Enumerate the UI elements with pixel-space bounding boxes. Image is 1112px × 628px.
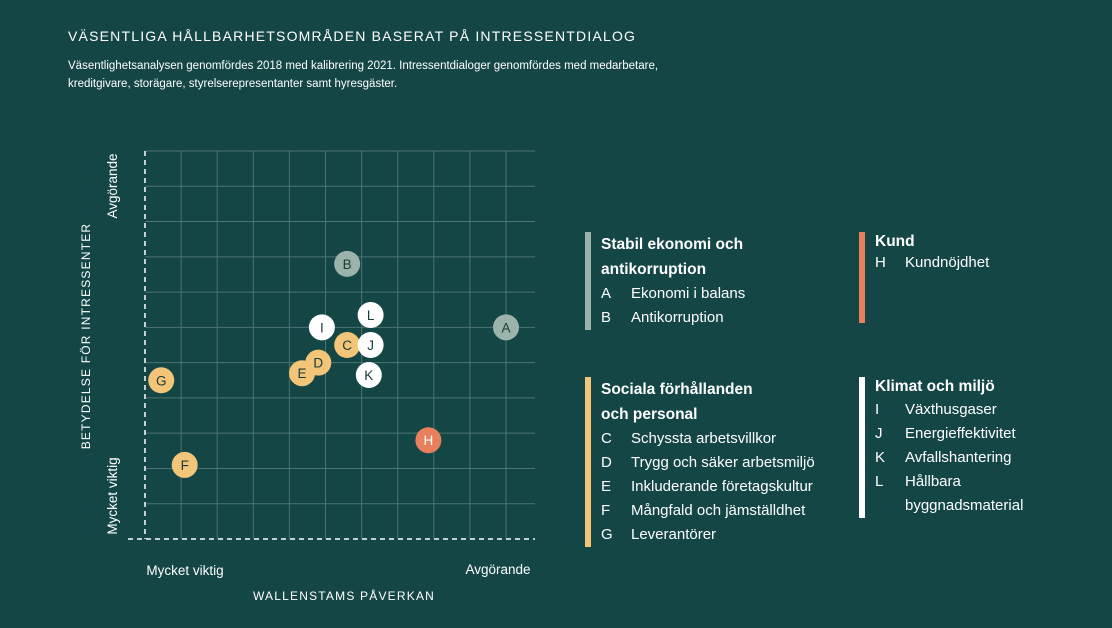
legend-stabil-heading: Stabil ekonomi och antikorruption <box>601 236 744 278</box>
data-point-g: G <box>148 367 175 394</box>
data-point-h: H <box>415 427 442 454</box>
data-point-label: H <box>424 433 434 448</box>
legend-item-letter: B <box>601 309 612 326</box>
legend-item-text: Mångfald och jämställdhet <box>631 502 806 519</box>
legend-item-letter: J <box>875 425 883 442</box>
legend-item-text: Växthusgaser <box>905 401 997 418</box>
legend-social: Sociala förhållanden och personal C Schy… <box>585 377 831 547</box>
data-point-label: K <box>364 368 373 383</box>
legend-item: B Antikorruption <box>601 306 831 330</box>
data-point-label: I <box>320 320 324 335</box>
data-point-k: K <box>355 361 382 388</box>
data-point-marker <box>357 332 384 358</box>
data-point-marker <box>415 427 442 454</box>
data-point-l: L <box>357 302 384 329</box>
legend-kund-heading: Kund <box>875 233 915 250</box>
data-point-label: E <box>298 366 307 381</box>
data-point-marker <box>148 367 175 394</box>
legend-kund: Kund H Kundnöjdhet <box>859 232 1105 323</box>
y-axis-low-label: Mycket viktig <box>105 457 120 534</box>
legend-item-text: Kundnöjdhet <box>905 254 990 271</box>
legend-klimat-heading: Klimat och miljö <box>875 378 995 395</box>
legend-klimat-bar <box>859 377 865 518</box>
legend-social-heading: Sociala förhållanden och personal <box>601 381 753 423</box>
legend-item-text: Avfallshantering <box>905 449 1012 466</box>
y-axis-high-label: Avgörande <box>105 153 120 218</box>
legend-item-text: Antikorruption <box>631 309 724 326</box>
legend-stabil: Stabil ekonomi och antikorruption A Ekon… <box>585 232 831 330</box>
data-point-f: F <box>171 451 198 478</box>
legend-item-text: Leverantörer <box>631 526 717 543</box>
legend-social-bar <box>585 377 591 547</box>
page-subtitle: Väsentlighetsanalysen genomfördes 2018 m… <box>68 60 659 90</box>
data-point-marker <box>334 250 361 277</box>
legend-item-letter: E <box>601 478 612 495</box>
x-axis-low-label: Mycket viktig <box>146 563 223 578</box>
legend-item-letter: D <box>601 454 612 471</box>
data-point-c: C <box>334 332 361 358</box>
legend-stabil-bar <box>585 232 591 330</box>
data-point-label: B <box>343 257 352 272</box>
legend-item-letter: G <box>601 526 613 543</box>
legend-item: L Hållbara byggnadsmaterial <box>875 470 1105 518</box>
data-point-marker <box>493 314 519 341</box>
legend-item-letter: I <box>875 401 880 418</box>
legend-item: G Leverantörer <box>601 523 831 547</box>
data-point-b: B <box>334 250 361 277</box>
data-point-label: C <box>342 338 352 353</box>
data-point-marker <box>334 332 361 358</box>
data-point-label: G <box>156 373 167 388</box>
data-point-marker <box>357 302 384 329</box>
legend-item: I Växthusgaser <box>875 398 1105 422</box>
page-title: VÄSENTLIGA HÅLLBARHETSOMRÅDEN BASERAT PÅ… <box>68 28 637 44</box>
legend-item-letter: A <box>601 285 612 302</box>
data-point-e: E <box>289 360 316 387</box>
data-point-i: I <box>308 314 335 341</box>
data-point-label: L <box>367 308 375 323</box>
legend-item-letter: L <box>875 473 884 490</box>
legend-item: F Mångfald och jämställdhet <box>601 499 831 523</box>
legend-item-text: Hållbara byggnadsmaterial <box>905 473 1024 514</box>
data-point-a: A <box>493 314 519 341</box>
data-point-marker <box>355 361 382 388</box>
legend-item-text: Trygg och säker arbetsmiljö <box>631 454 815 471</box>
legend-item: C Schyssta arbetsvillkor <box>601 427 831 451</box>
legend-item-letter: C <box>601 430 612 447</box>
data-point-marker <box>171 451 198 478</box>
legend-item: D Trygg och säker arbetsmiljö <box>601 451 831 475</box>
data-point-label: F <box>181 458 189 473</box>
legend-item: A Ekonomi i balans <box>601 282 831 306</box>
data-point-marker <box>289 360 316 387</box>
x-axis-high-label: Avgörande <box>465 562 530 577</box>
legend-item: J Energieffektivitet <box>875 422 1105 446</box>
legend-kund-bar <box>859 232 865 323</box>
legend-item: E Inkluderande företagskultur <box>601 475 831 499</box>
legend-klimat: Klimat och miljö I Växthusgaser J Energi… <box>859 377 1105 518</box>
chart-axes <box>128 151 535 540</box>
chart-points: A B C DE F G H I JK L <box>148 250 519 478</box>
data-point-j: J <box>357 332 384 358</box>
legend-item: K Avfallshantering <box>875 446 1105 470</box>
data-point-marker <box>308 314 335 341</box>
legend-item-letter: K <box>875 449 886 466</box>
legend-item-text: Schyssta arbetsvillkor <box>631 430 777 447</box>
legend-item-letter: H <box>875 254 886 271</box>
data-point-label: D <box>313 356 323 371</box>
legend-item-letter: F <box>601 502 611 519</box>
x-axis-title: WALLENSTAMS PÅVERKAN <box>253 588 435 603</box>
data-point-label: J <box>367 338 374 353</box>
legend-item-text: Inkluderande företagskultur <box>631 478 813 495</box>
legend-item: H Kundnöjdhet <box>875 251 1105 275</box>
y-axis-title: BETYDELSE FÖR INTRESSENTER <box>79 223 93 450</box>
data-point-label: A <box>501 320 510 335</box>
legend-item-text: Energieffektivitet <box>905 425 1016 442</box>
legend-item-text: Ekonomi i balans <box>631 285 746 302</box>
